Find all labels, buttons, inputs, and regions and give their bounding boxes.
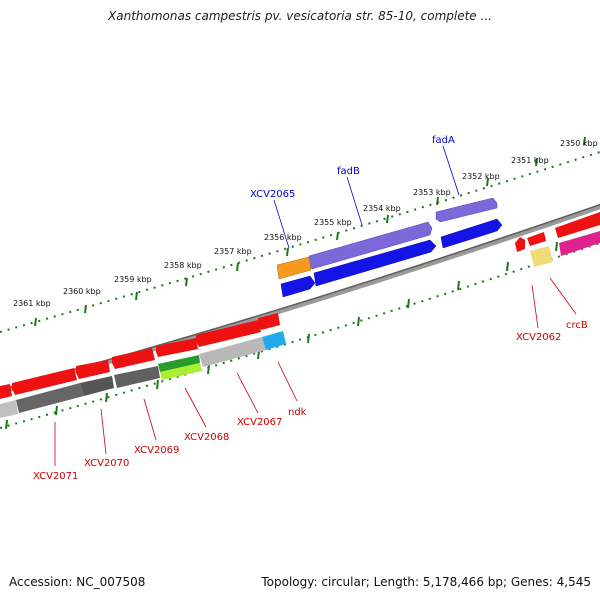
leader-line bbox=[273, 199, 290, 249]
tick-mark bbox=[386, 214, 389, 224]
tick-label: 2351 kbp bbox=[511, 156, 549, 165]
gene-fadB-cds[interactable] bbox=[313, 239, 437, 287]
tick-mark bbox=[207, 364, 210, 375]
tick-mark bbox=[336, 231, 339, 241]
tick-mark bbox=[457, 280, 460, 291]
gene-red-3[interactable] bbox=[76, 360, 110, 379]
tick-mark bbox=[535, 157, 538, 167]
tick-mark bbox=[185, 277, 188, 287]
tick-label: 2352 kbp bbox=[462, 172, 500, 181]
gene-fadA[interactable] bbox=[435, 197, 498, 223]
gene-red-7[interactable] bbox=[258, 313, 280, 330]
gene-label-fadA[interactable]: fadA bbox=[432, 135, 455, 146]
gene-XCV2065-cds[interactable] bbox=[280, 275, 316, 298]
tick-mark bbox=[506, 261, 509, 272]
topology-text: Topology: circular; Length: 5,178,466 bp… bbox=[261, 575, 591, 589]
tick-mark bbox=[5, 419, 8, 430]
tick-mark bbox=[105, 392, 108, 403]
gene-right-red-2[interactable] bbox=[527, 232, 546, 246]
gene-XCV2065[interactable] bbox=[276, 256, 312, 280]
genome-backbone-highlight bbox=[0, 203, 600, 391]
gene-XCV2069[interactable] bbox=[114, 366, 160, 388]
tick-mark bbox=[286, 247, 289, 257]
gene-label-XCV2071[interactable]: XCV2071 bbox=[33, 471, 78, 482]
tick-label: 2361 kbp bbox=[13, 299, 51, 308]
forward-strand-genes bbox=[276, 197, 600, 298]
leader-line bbox=[277, 361, 298, 402]
tick-label: 2357 kbp bbox=[214, 247, 252, 256]
tick-label: 2350 kbp bbox=[560, 139, 598, 148]
tick-label: 2358 kbp bbox=[164, 261, 202, 270]
tick-mark bbox=[135, 291, 138, 301]
leader-line bbox=[100, 408, 107, 455]
gene-label-XCV2069[interactable]: XCV2069 bbox=[134, 445, 179, 456]
leader-line bbox=[346, 176, 363, 226]
gene-red-6[interactable] bbox=[196, 320, 261, 347]
gene-fadA-cds[interactable] bbox=[440, 218, 503, 249]
gene-right-red-small[interactable] bbox=[515, 237, 525, 252]
tick-mark bbox=[156, 379, 159, 390]
gene-XCV2070[interactable] bbox=[80, 376, 114, 396]
tick-mark bbox=[34, 317, 37, 327]
tick-label: 2356 kbp bbox=[264, 233, 302, 242]
accession-text: Accession: NC_007508 bbox=[9, 575, 146, 589]
tick-mark bbox=[357, 316, 360, 327]
leader-line bbox=[531, 284, 539, 329]
gene-label-crcB[interactable]: crcB bbox=[566, 320, 588, 331]
tick-label: 2353 kbp bbox=[413, 188, 451, 197]
gene-red-2[interactable] bbox=[12, 368, 77, 395]
leader-line bbox=[549, 277, 577, 315]
tick-mark bbox=[436, 196, 439, 206]
gene-label-ndk[interactable]: ndk bbox=[288, 407, 307, 418]
gene-label-XCV2068[interactable]: XCV2068 bbox=[184, 432, 229, 443]
leader-line bbox=[184, 387, 207, 428]
tick-mark bbox=[583, 136, 586, 146]
tick-label: 2354 kbp bbox=[363, 204, 401, 213]
reverse-strand-genes bbox=[0, 313, 286, 418]
leader-line bbox=[143, 398, 157, 441]
scale-ticks: 2361 kbp 2360 kbp 2359 kbp 2358 kbp 2357… bbox=[5, 136, 598, 430]
tick-mark bbox=[307, 333, 310, 344]
gene-red-1[interactable] bbox=[0, 384, 12, 399]
gene-right-red-3[interactable] bbox=[555, 212, 600, 238]
tick-label: 2360 kbp bbox=[63, 287, 101, 296]
gene-red-4[interactable] bbox=[112, 348, 155, 369]
tick-mark bbox=[407, 298, 410, 309]
tick-label: 2355 kbp bbox=[314, 218, 352, 227]
gene-red-5[interactable] bbox=[156, 338, 198, 357]
gene-XCV2062[interactable] bbox=[530, 246, 553, 267]
tick-mark bbox=[55, 405, 58, 416]
gene-XCV2068-dark[interactable] bbox=[158, 355, 200, 372]
map-title: Xanthomonas campestris pv. vesicatoria s… bbox=[108, 9, 492, 23]
tick-mark bbox=[84, 304, 87, 314]
tick-label: 2359 kbp bbox=[114, 275, 152, 284]
top-gene-labels: XCV2065 fadB fadA bbox=[250, 135, 460, 249]
gene-XCV2068-light[interactable] bbox=[160, 363, 202, 380]
gene-label-XCV2067[interactable]: XCV2067 bbox=[237, 417, 282, 428]
gene-label-fadB[interactable]: fadB bbox=[337, 166, 360, 177]
tick-mark bbox=[486, 177, 489, 187]
gene-label-XCV2070[interactable]: XCV2070 bbox=[84, 458, 129, 469]
leader-line bbox=[442, 145, 460, 196]
gene-ndk[interactable] bbox=[262, 331, 286, 350]
tick-mark bbox=[555, 241, 558, 252]
gene-label-XCV2062[interactable]: XCV2062 bbox=[516, 332, 561, 343]
gene-XCV2071-light[interactable] bbox=[0, 400, 18, 418]
leader-line bbox=[236, 372, 259, 414]
gene-label-XCV2065[interactable]: XCV2065 bbox=[250, 189, 295, 200]
bottom-gene-labels: XCV2071 XCV2070 XCV2069 XCV2068 XCV2067 … bbox=[33, 277, 588, 482]
gene-XCV2067[interactable] bbox=[199, 337, 266, 367]
gene-crcB[interactable] bbox=[559, 231, 600, 256]
tick-mark bbox=[236, 262, 239, 272]
gene-XCV2071[interactable] bbox=[16, 383, 84, 413]
